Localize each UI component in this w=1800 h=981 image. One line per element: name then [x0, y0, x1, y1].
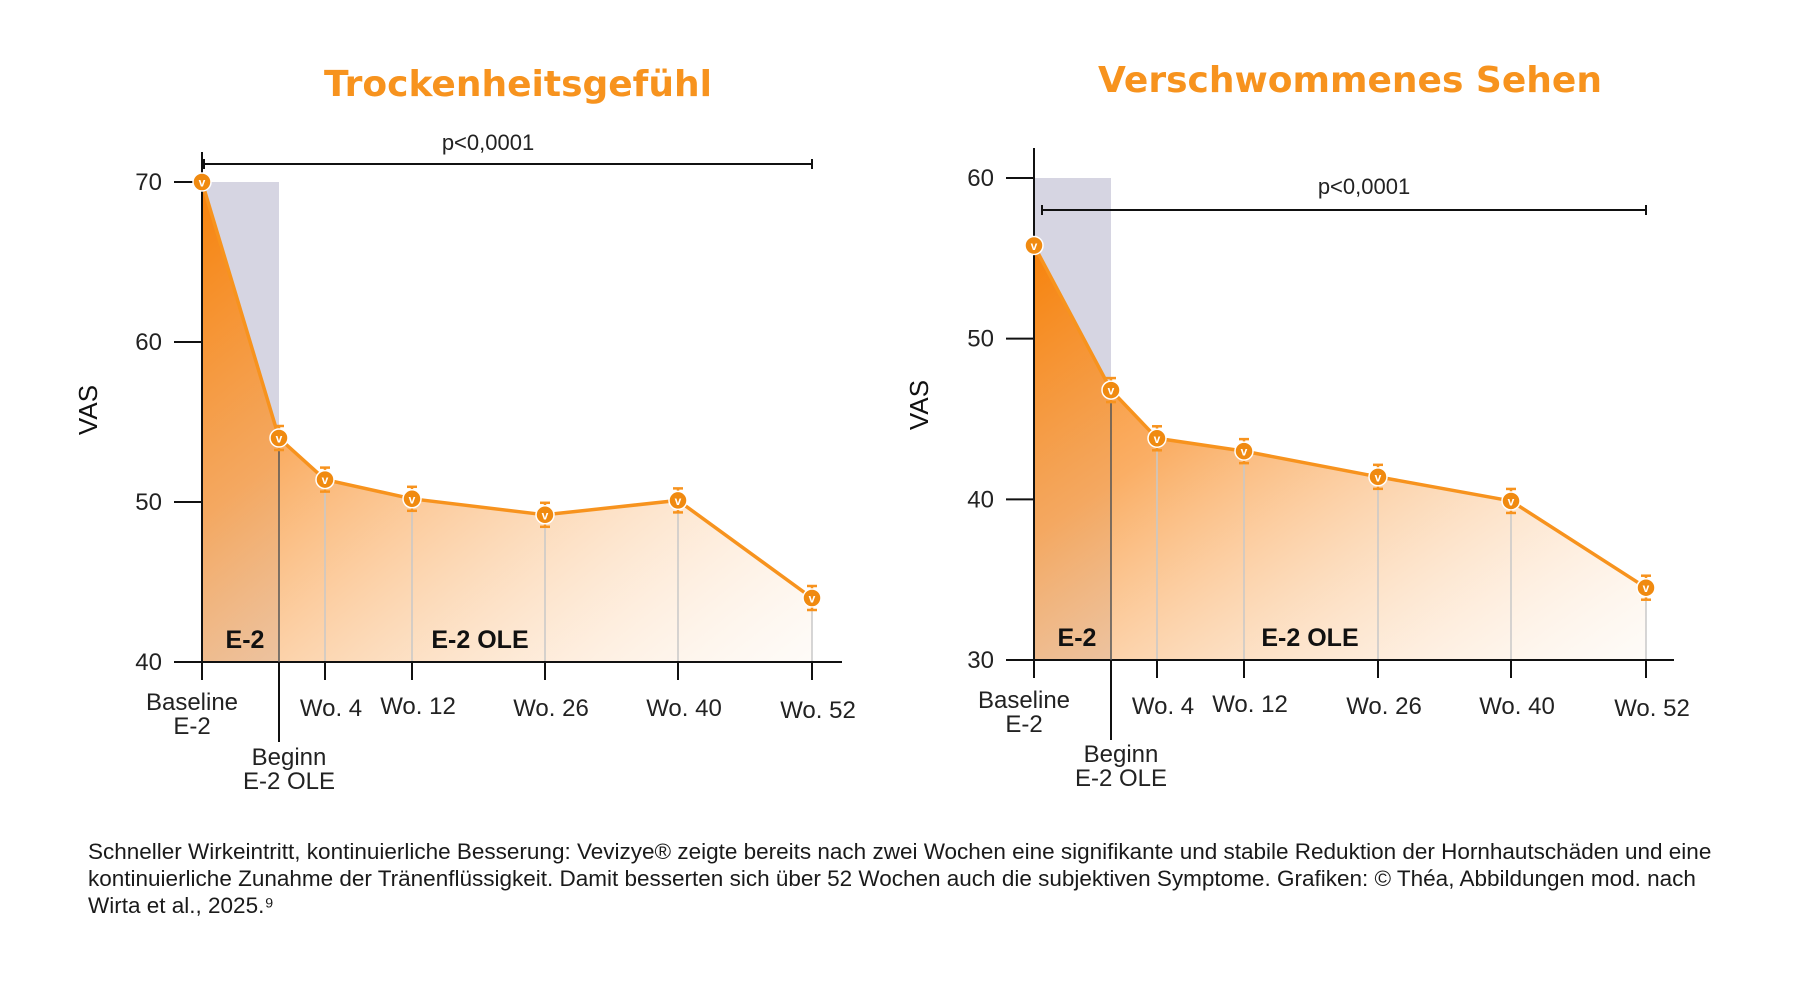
v-logo-icon — [535, 505, 555, 525]
data-point: v — [802, 584, 822, 612]
y-axis-label: VAS — [904, 380, 934, 430]
x-tick-label-line: E-2 — [173, 713, 210, 740]
v-logo-icon-glyph: v — [1154, 432, 1161, 446]
y-axis-label: VAS — [73, 385, 103, 435]
x-tick-label-line: Wo. 4 — [1132, 693, 1194, 720]
data-point: v — [1368, 463, 1388, 491]
x-tick-label-line: Wo. 12 — [1212, 691, 1288, 718]
y-tick-label: 40 — [967, 486, 994, 513]
v-logo-icon — [402, 489, 422, 509]
x-tick-label: Wo. 40 — [646, 695, 722, 722]
phase-label: E-2 OLE — [431, 626, 528, 654]
v-logo-icon-glyph: v — [322, 473, 329, 487]
data-point: v — [1101, 376, 1121, 404]
v-logo-icon — [802, 588, 822, 608]
chart-title: Verschwommenes Sehen — [1098, 60, 1602, 101]
x-tick-label: Wo. 52 — [1614, 695, 1690, 722]
x-tick-label-line: Wo. 40 — [1479, 693, 1555, 720]
v-logo-icon — [269, 428, 289, 448]
data-point: v — [1147, 425, 1167, 452]
x-tick-label-line: E-2 OLE — [1075, 765, 1167, 792]
v-logo-icon — [192, 172, 212, 192]
x-tick-label-line: Wo. 12 — [380, 693, 456, 720]
phase-label: E-2 OLE — [1261, 624, 1358, 652]
v-logo-icon-glyph: v — [675, 494, 682, 508]
v-logo-icon-glyph: v — [542, 508, 549, 522]
v-logo-icon-glyph: v — [1375, 470, 1382, 484]
x-tick-label-line: Wo. 4 — [300, 695, 362, 722]
x-tick-label-line: Wo. 52 — [780, 697, 856, 724]
x-tick-label: Wo. 12 — [1212, 691, 1288, 718]
v-logo-icon-glyph: v — [809, 592, 816, 606]
x-tick-label: Wo. 52 — [780, 697, 856, 724]
data-point: v — [315, 466, 335, 493]
significance-label: p<0,0001 — [1318, 174, 1410, 199]
v-logo-icon — [315, 469, 335, 490]
y-tick-label: 60 — [967, 165, 994, 192]
v-logo-icon — [1024, 235, 1044, 256]
x-tick-label: Wo. 40 — [1479, 693, 1555, 720]
data-point: v — [192, 172, 212, 192]
phase-label: E-2 — [1058, 624, 1097, 652]
data-point: v — [269, 424, 289, 452]
data-point: v — [1234, 437, 1254, 465]
x-tick-label-line: Wo. 52 — [1614, 695, 1690, 722]
data-point: v — [402, 485, 422, 513]
y-tick-label: 50 — [135, 489, 162, 516]
y-tick-label: 70 — [135, 169, 162, 196]
data-point: v — [1024, 235, 1044, 256]
v-logo-icon — [1636, 577, 1656, 598]
y-tick-label: 60 — [135, 329, 162, 356]
x-tick-label-line: Wo. 40 — [646, 695, 722, 722]
v-logo-icon-glyph: v — [1241, 445, 1248, 459]
data-point: v — [1501, 487, 1521, 515]
data-point: v — [535, 501, 555, 529]
figure-caption: Schneller Wirkeintritt, kontinuierliche … — [88, 839, 1712, 918]
phase-label: E-2 — [226, 626, 265, 654]
v-logo-icon — [1234, 441, 1254, 461]
area-fill — [1034, 245, 1646, 661]
v-logo-icon-glyph: v — [1508, 494, 1515, 508]
x-tick-label: Wo. 26 — [1346, 693, 1422, 720]
x-tick-label: Baseline E-2 — [978, 687, 1070, 738]
v-logo-icon-glyph: v — [199, 176, 206, 190]
data-point: v — [1636, 574, 1656, 601]
y-tick-label: 50 — [967, 326, 994, 353]
x-tick-label: Wo. 12 — [380, 693, 456, 720]
x-tick-label-line: Wo. 26 — [1346, 693, 1422, 720]
y-tick-label: 30 — [967, 647, 994, 674]
x-tick-label-line: Baseline — [146, 689, 238, 716]
y-tick-label: 40 — [135, 649, 162, 676]
v-logo-icon-glyph: v — [1108, 384, 1115, 398]
v-logo-icon-glyph: v — [1643, 581, 1650, 595]
data-point: v — [668, 487, 688, 514]
v-logo-icon — [1368, 467, 1388, 487]
x-tick-label: Wo. 4 — [1132, 693, 1194, 720]
x-tick-label-line: Beginn — [252, 744, 327, 771]
x-tick-label: Wo. 4 — [300, 695, 362, 722]
x-tick-label: Beginn E-2 OLE — [243, 744, 335, 795]
x-tick-label-line: E-2 OLE — [243, 768, 335, 795]
x-tick-label-line: Wo. 26 — [513, 695, 589, 722]
area-fill — [202, 182, 812, 662]
x-tick-label-line: Baseline — [978, 687, 1070, 714]
x-tick-label: Wo. 26 — [513, 695, 589, 722]
x-tick-label: Baseline E-2 — [146, 689, 238, 740]
chart-title: Trockenheitsgefühl — [324, 64, 712, 105]
v-logo-icon — [1501, 491, 1521, 511]
v-logo-icon-glyph: v — [276, 432, 283, 446]
significance-label: p<0,0001 — [442, 130, 534, 155]
v-logo-icon — [1101, 380, 1121, 400]
v-logo-icon-glyph: v — [409, 492, 416, 506]
x-tick-label-line: Beginn — [1084, 741, 1159, 768]
x-tick-label-line: E-2 — [1005, 711, 1042, 738]
v-logo-icon — [668, 490, 688, 511]
v-logo-icon-glyph: v — [1031, 239, 1038, 253]
x-tick-label: Beginn E-2 OLE — [1075, 741, 1167, 792]
v-logo-icon — [1147, 428, 1167, 449]
